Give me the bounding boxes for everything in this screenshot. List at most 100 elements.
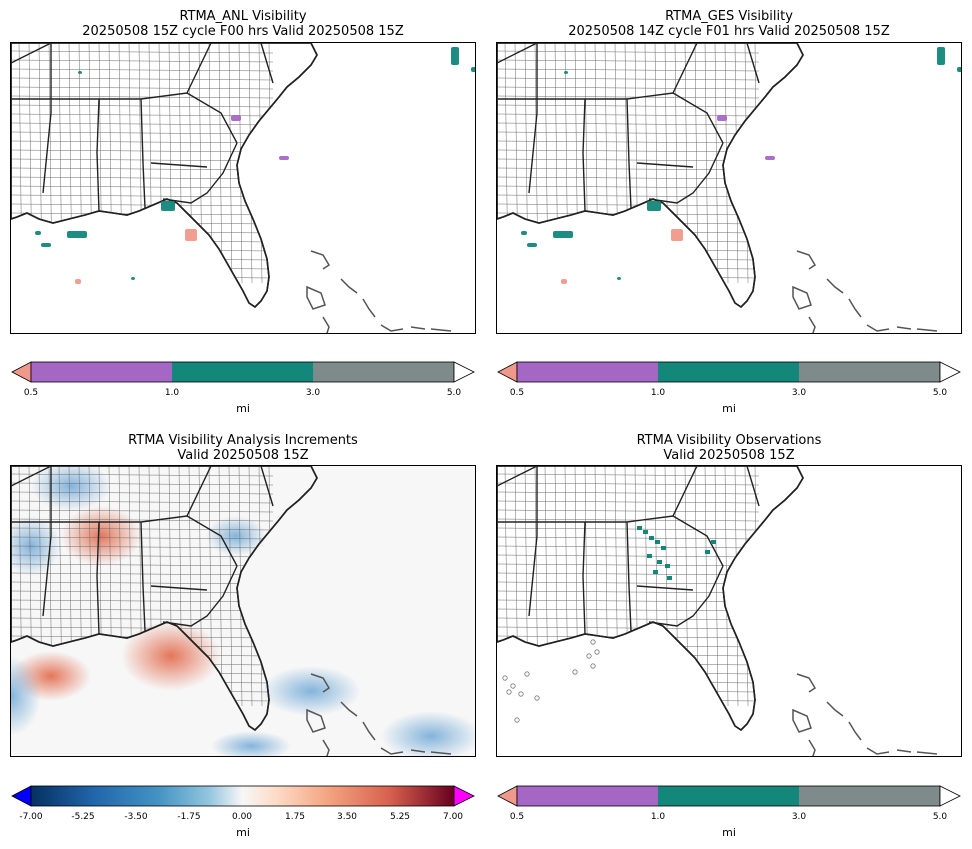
inc-increment-area-0 xyxy=(121,621,221,691)
inc-increment-area-6 xyxy=(11,656,41,736)
inc-island-0 xyxy=(310,673,331,693)
inc-island-2 xyxy=(340,701,358,717)
inc-county-line xyxy=(11,599,274,603)
obs-island-5 xyxy=(896,749,912,753)
panel-anl-title-line1: RTMA_ANL Visibility xyxy=(179,9,307,24)
anl-state-boundary-7 xyxy=(150,162,208,168)
panel-inc-title-line2: Valid 20250508 15Z xyxy=(177,448,309,463)
anl-island-5 xyxy=(410,326,426,330)
obs-county-line xyxy=(497,518,760,522)
inc-state-boundary-1 xyxy=(96,521,100,635)
anl-map-svg xyxy=(11,43,475,333)
inc-county-line xyxy=(11,626,274,630)
inc-state-boundary-5 xyxy=(186,466,212,517)
obs-island-1 xyxy=(792,708,812,733)
anl-county-line xyxy=(11,95,274,99)
obs-tick-0: 0.5 xyxy=(509,812,525,822)
ges-county-line xyxy=(714,43,719,284)
inc-tick-7: 5.25 xyxy=(389,812,411,822)
obs-colorbar: 0.5 1.0 3.0 5.0 mi xyxy=(496,784,962,844)
inc-tick-3: -1.75 xyxy=(177,812,201,822)
ges-county-line xyxy=(497,50,760,54)
anl-county-line xyxy=(11,104,274,108)
inc-tick-5: 1.75 xyxy=(284,812,306,822)
obs-state-boundary-8 xyxy=(497,466,538,487)
ges-colorbar-svg xyxy=(497,361,961,383)
obs-state-boundary-0 xyxy=(528,466,538,617)
panel-inc-title: RTMA Visibility Analysis Increments Vali… xyxy=(10,433,476,463)
obs-tick-2: 3.0 xyxy=(791,812,807,822)
inc-tick-6: 3.50 xyxy=(336,812,358,822)
panel-obs-title-line2: Valid 20250508 15Z xyxy=(663,448,795,463)
ges-colorbar-under-arrow xyxy=(497,361,518,383)
obs-station-low-vis-7 xyxy=(665,564,670,568)
obs-station-6 xyxy=(518,691,524,697)
anl-tick-0: 0.5 xyxy=(23,388,39,398)
obs-county-line xyxy=(714,466,719,707)
inc-state-boundary-3 xyxy=(140,515,238,567)
obs-station-0 xyxy=(590,639,596,645)
inc-state-boundary-2 xyxy=(140,521,146,632)
anl-visibility-patch-4 xyxy=(279,156,289,160)
ges-visibility-patch-10 xyxy=(561,279,567,284)
inc-island-4 xyxy=(380,747,404,755)
inc-colorbar-over-arrow xyxy=(453,785,475,807)
obs-colorbar-unit: mi xyxy=(722,826,736,839)
obs-state-boundary-7 xyxy=(636,585,694,591)
ges-state-boundary-6 xyxy=(648,142,724,204)
obs-station-low-vis-9 xyxy=(667,576,672,580)
obs-colorbar-over-arrow xyxy=(939,785,961,807)
obs-land xyxy=(497,466,804,732)
obs-station-3 xyxy=(524,671,530,677)
obs-map-svg xyxy=(497,466,938,756)
ges-county-line xyxy=(497,86,760,90)
panel-anl-title: RTMA_ANL Visibility 20250508 15Z cycle F… xyxy=(10,9,476,39)
anl-visibility-patch-8 xyxy=(35,231,41,235)
ges-state-boundary-7 xyxy=(636,162,694,168)
panel-ges-title-line2: 20250508 14Z cycle F01 hrs Valid 2025050… xyxy=(568,24,890,39)
ges-island-2 xyxy=(826,278,844,294)
inc-county-line xyxy=(248,466,253,707)
ges-visibility-patch-3 xyxy=(717,115,727,121)
ges-map-svg xyxy=(497,43,961,333)
obs-station-7 xyxy=(506,689,512,695)
inc-county-line xyxy=(228,466,233,707)
obs-colorbar-segment-2 xyxy=(799,786,940,806)
inc-colorbar: -7.00 -5.25 -3.50 -1.75 0.00 1.75 3.50 5… xyxy=(10,784,476,844)
inc-county-line xyxy=(11,500,274,504)
anl-colorbar-svg xyxy=(11,361,475,383)
obs-island-0 xyxy=(796,673,817,693)
obs-county-line xyxy=(497,473,760,477)
inc-island-6 xyxy=(430,751,452,755)
inc-county-line xyxy=(238,466,243,707)
inc-tick-8: 7.00 xyxy=(442,812,464,822)
inc-tick-0: -7.00 xyxy=(19,812,43,822)
obs-colorbar-segment-1 xyxy=(658,786,799,806)
ges-county-line xyxy=(497,77,760,81)
anl-tick-3: 5.0 xyxy=(446,388,462,398)
anl-county-line xyxy=(228,43,233,284)
obs-colorbar-under-arrow xyxy=(497,785,518,807)
ges-colorbar-segment-0 xyxy=(517,362,658,382)
inc-island-5 xyxy=(410,749,426,753)
ges-island-1 xyxy=(792,285,812,310)
anl-visibility-patch-11 xyxy=(131,277,135,280)
anl-colorbar-unit: mi xyxy=(236,402,250,415)
anl-island-1 xyxy=(306,285,326,310)
anl-visibility-patch-6 xyxy=(67,231,87,238)
anl-tick-1: 1.0 xyxy=(164,388,180,398)
obs-station-low-vis-3 xyxy=(655,540,660,544)
obs-tick-1: 1.0 xyxy=(650,812,666,822)
obs-station-low-vis-4 xyxy=(661,546,666,550)
anl-island-4 xyxy=(380,324,404,332)
ges-visibility-patch-4 xyxy=(765,156,775,160)
obs-state-boundary-1 xyxy=(582,521,586,635)
obs-county-line xyxy=(497,608,760,612)
anl-state-boundary-1 xyxy=(96,98,100,212)
obs-station-low-vis-5 xyxy=(647,554,652,558)
ges-visibility-patch-0 xyxy=(937,47,945,65)
obs-island-2 xyxy=(826,701,844,717)
inc-colorbar-under-arrow xyxy=(11,785,32,807)
ges-state-boundary-8 xyxy=(497,43,538,64)
anl-island-2 xyxy=(340,278,358,294)
